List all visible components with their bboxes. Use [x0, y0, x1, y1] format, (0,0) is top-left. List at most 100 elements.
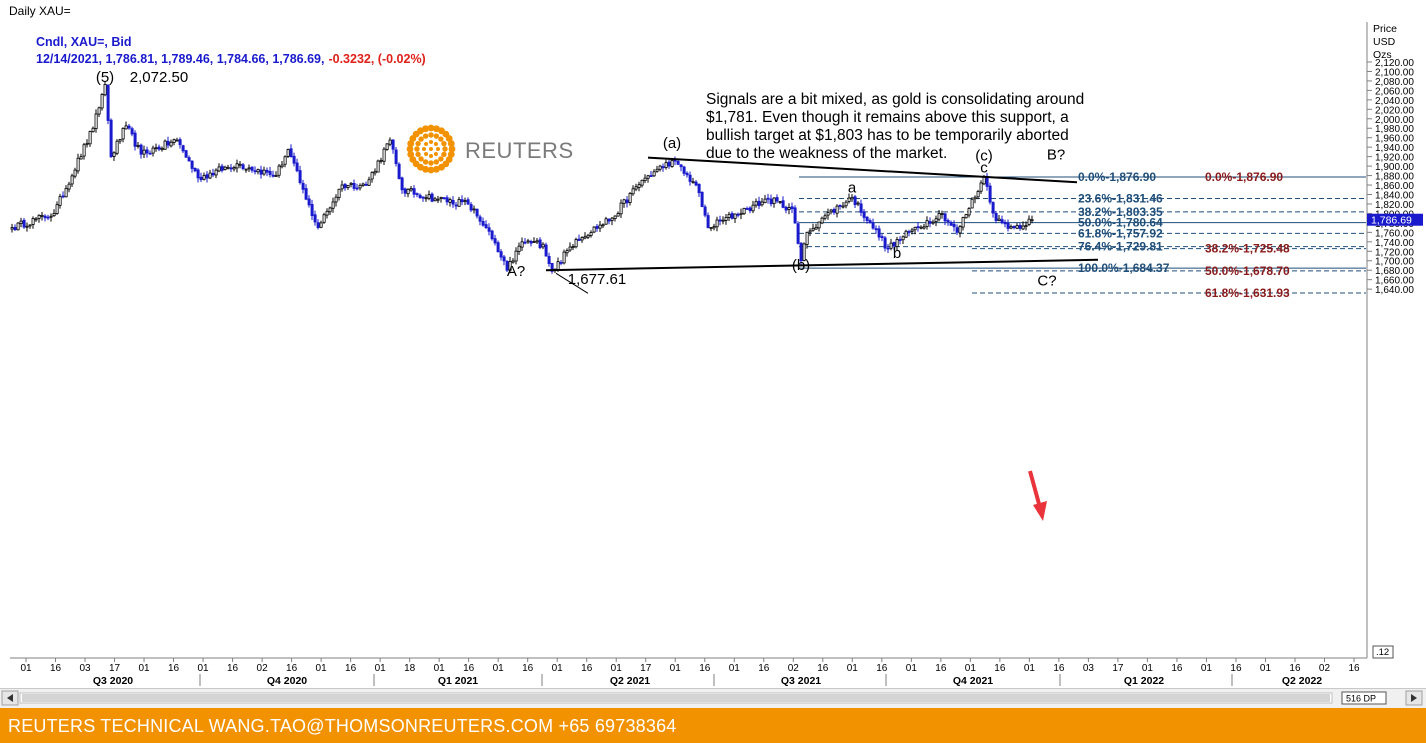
x-tick-label: 16	[50, 663, 62, 674]
candle	[547, 252, 551, 267]
x-tick-label: 16	[1230, 663, 1242, 674]
candle	[427, 190, 431, 201]
candle	[991, 201, 995, 218]
x-tick-label: 16	[581, 663, 593, 674]
candle	[775, 194, 779, 204]
candle	[160, 146, 164, 152]
candle	[622, 198, 626, 208]
candle	[1006, 219, 1010, 232]
instrument-label: Cndl, XAU=, Bid	[36, 35, 132, 49]
candle	[424, 194, 428, 202]
candle	[580, 236, 584, 243]
candle	[793, 205, 797, 224]
candle	[895, 236, 899, 251]
candle	[25, 222, 29, 232]
price-chart[interactable]: 0.0%-1,876.90 23.6%-1,831.4638.2%-1,803.3…	[0, 22, 1426, 688]
candle	[163, 139, 167, 150]
candle	[412, 185, 416, 198]
x-tick-label: 01	[965, 663, 977, 674]
y-tick-label: 1,680.00	[1375, 266, 1414, 277]
candle	[781, 196, 785, 209]
x-tick-label: 01	[1142, 663, 1154, 674]
fib-level-label: 38.2%-1,803.35	[1078, 205, 1163, 219]
wave-annotation: (b)	[792, 257, 810, 274]
candle	[787, 203, 791, 215]
axis-header-unit: Ozs	[1373, 49, 1392, 61]
commentary-line-2: $1,781. Even though it remains above thi…	[706, 109, 1069, 126]
candle	[463, 197, 467, 206]
candle	[511, 258, 515, 264]
candle	[760, 198, 764, 207]
bearish-arrow	[1028, 470, 1047, 521]
x-tick-label: 16	[876, 663, 888, 674]
scroll-thumb[interactable]	[22, 694, 1330, 702]
y-tick-label: 1,700.00	[1375, 257, 1414, 268]
y-tick-label: 1,640.00	[1375, 285, 1414, 296]
candle	[49, 213, 53, 222]
candle	[742, 207, 746, 216]
fib-level-label: 76.4%-1,729.81	[1078, 240, 1163, 254]
candle	[586, 233, 590, 239]
candle	[493, 234, 497, 246]
candle	[301, 179, 305, 194]
candle	[313, 210, 317, 226]
candle	[37, 214, 41, 223]
candle	[154, 143, 158, 152]
fib-ext-label: 61.8%-1,631.93	[1205, 286, 1290, 300]
quarter-label: Q2 2022	[1282, 675, 1322, 687]
candle	[481, 217, 485, 227]
candle	[76, 153, 80, 174]
candle	[598, 221, 602, 232]
candle	[190, 160, 194, 173]
candle	[784, 205, 788, 214]
current-price-tag: 1,786.69	[1367, 213, 1423, 227]
candle	[667, 159, 671, 169]
commentary-line-4: due to the weakness of the market.	[706, 145, 947, 162]
candle	[919, 225, 923, 230]
candle	[352, 179, 356, 191]
candle	[640, 179, 644, 188]
candle	[202, 172, 206, 181]
ohlc-values: 12/14/2021, 1,786.81, 1,789.46, 1,784.66…	[36, 52, 324, 66]
candle	[187, 155, 191, 162]
candle	[832, 207, 836, 215]
candle	[124, 121, 128, 130]
candle	[322, 212, 326, 224]
candle	[169, 139, 173, 148]
fib-level-label: 100.0%-1,684.37	[1078, 261, 1170, 275]
y-tick-label: 1,720.00	[1375, 247, 1414, 258]
candle	[262, 166, 266, 176]
wave-annotation: A?	[507, 263, 525, 280]
candle	[253, 166, 257, 175]
fib-level-label: 50.0%-1,780.64	[1078, 216, 1163, 230]
candle	[922, 224, 926, 230]
candle	[205, 171, 209, 183]
candle	[349, 181, 353, 188]
candle	[10, 223, 14, 233]
zoom-tag[interactable]: .12	[1372, 645, 1394, 659]
candle	[355, 183, 359, 191]
candle	[370, 171, 374, 183]
x-tick-label: 01	[847, 663, 859, 674]
x-tick-label: 16	[463, 663, 475, 674]
candle	[685, 171, 689, 178]
candle	[727, 211, 731, 222]
candle	[394, 147, 398, 167]
candle	[325, 208, 329, 219]
candle	[655, 165, 659, 173]
candle	[460, 195, 464, 206]
candle	[199, 172, 203, 183]
y-tick-label: 1,980.00	[1375, 124, 1414, 135]
horizontal-scrollbar[interactable]: 516 DP	[0, 688, 1426, 709]
candle	[454, 202, 458, 210]
candle	[610, 216, 614, 226]
candle	[472, 205, 476, 214]
candle	[109, 118, 113, 158]
candle	[271, 170, 275, 178]
x-tick-label: 01	[1024, 663, 1036, 674]
candle	[376, 159, 380, 173]
candle	[856, 201, 860, 207]
candle	[913, 226, 917, 235]
candle	[679, 164, 683, 172]
y-tick-label: 2,120.00	[1375, 58, 1414, 69]
